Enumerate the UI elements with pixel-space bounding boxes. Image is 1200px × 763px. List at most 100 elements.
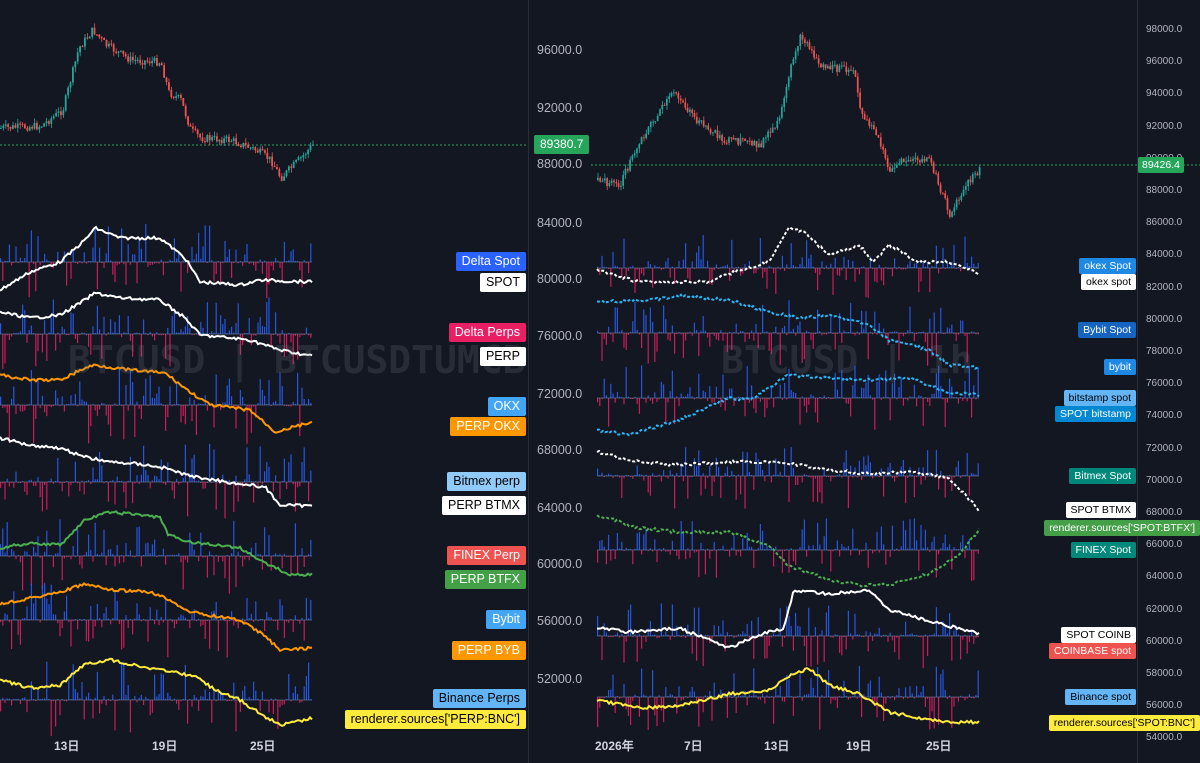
- volume-bar: [281, 386, 283, 405]
- volume-bar: [143, 445, 145, 482]
- candle-body: [216, 136, 218, 142]
- volume-bar: [200, 620, 202, 627]
- volume-bar: [949, 695, 951, 697]
- volume-bar: [718, 398, 720, 400]
- volume-bar: [68, 262, 70, 264]
- volume-bar: [63, 329, 65, 334]
- volume-bar: [90, 550, 92, 556]
- volume-bar: [226, 554, 228, 556]
- volume-bar: [766, 545, 768, 550]
- volume-bar: [801, 529, 803, 550]
- volume-bar: [158, 694, 160, 700]
- volume-bar: [891, 268, 893, 277]
- volume-bar: [933, 312, 935, 333]
- volume-bar: [0, 482, 2, 488]
- volume-bar: [832, 476, 834, 478]
- volume-bar: [132, 382, 134, 405]
- left-chart-pane[interactable]: BTCUSD | BTCUSDTUMCBL | 1h Delta SpotSPO…: [0, 0, 529, 763]
- volume-bar: [101, 620, 103, 628]
- volume-bar: [118, 315, 120, 334]
- volume-bar: [132, 254, 134, 262]
- candle-body: [886, 157, 889, 168]
- volume-bar: [621, 268, 623, 278]
- volume-bar: [777, 396, 779, 398]
- volume-bar: [718, 625, 720, 636]
- volume-bar: [184, 617, 186, 620]
- volume-bar: [971, 331, 973, 333]
- volume-bar: [830, 697, 832, 704]
- volume-bar: [709, 268, 711, 284]
- left-chart-canvas[interactable]: [0, 0, 528, 763]
- volume-bar: [735, 398, 737, 400]
- candle-body: [854, 70, 857, 77]
- volume-bar: [704, 476, 706, 489]
- volume-bar: [24, 618, 26, 620]
- volume-bar: [99, 451, 101, 482]
- volume-bar: [303, 447, 305, 482]
- volume-bar: [876, 633, 878, 636]
- volume-bar: [77, 692, 79, 700]
- volume-bar: [239, 390, 241, 405]
- volume-bar: [50, 262, 52, 266]
- volume-bar: [57, 457, 59, 482]
- volume-bar: [836, 268, 838, 276]
- candle-body: [799, 34, 802, 47]
- volume-bar: [19, 620, 21, 645]
- volume-bar: [770, 333, 772, 354]
- volume-bar: [847, 546, 849, 550]
- price-axis-label: 74000.0: [1146, 410, 1183, 422]
- volume-bar: [202, 327, 204, 334]
- volume-bar: [191, 247, 193, 262]
- volume-bar: [193, 694, 195, 700]
- volume-bar: [30, 556, 32, 586]
- right-chart-canvas[interactable]: [529, 0, 1200, 763]
- volume-bar: [632, 476, 634, 479]
- volume-bar: [742, 396, 744, 398]
- volume-bar: [962, 474, 964, 476]
- volume-bar: [165, 262, 167, 264]
- candle-body: [146, 60, 149, 62]
- volume-bar: [26, 700, 28, 713]
- volume-bar: [678, 331, 680, 333]
- volume-bar: [891, 476, 893, 479]
- volume-bar: [4, 334, 6, 364]
- volume-bar: [775, 396, 777, 398]
- volume-bar: [83, 618, 85, 620]
- volume-bar: [217, 405, 219, 408]
- candle-body: [36, 122, 38, 130]
- volume-bar: [944, 689, 946, 697]
- volume-bar: [625, 547, 627, 550]
- volume-bar: [202, 556, 204, 558]
- volume-bar: [246, 405, 248, 444]
- volume-bar: [189, 473, 191, 482]
- candle-body: [930, 157, 933, 163]
- price-axis-label: 84000.0: [537, 216, 583, 230]
- volume-bar: [713, 476, 715, 482]
- volume-bar: [636, 465, 638, 476]
- right-chart-pane[interactable]: 96000.0 92000.0 88000.0 84000.0 80000.0 76000…: [529, 0, 1200, 763]
- volume-bar: [99, 405, 101, 410]
- volume-bar: [966, 262, 968, 268]
- volume-bar: [964, 333, 966, 336]
- volume-bar: [676, 697, 678, 714]
- volume-bar: [259, 553, 261, 556]
- volume-bar: [619, 331, 621, 333]
- volume-bar: [123, 661, 125, 700]
- volume-bar: [643, 268, 645, 276]
- volume-bar: [30, 681, 32, 700]
- volume-bar: [909, 396, 911, 398]
- volume-bar: [896, 548, 898, 550]
- volume-bar: [674, 636, 676, 638]
- legend-tag: Bybit Spot: [1078, 322, 1136, 338]
- volume-bar: [773, 268, 775, 273]
- volume-bar: [17, 554, 19, 556]
- right-right-price-axis[interactable]: 98000.096000.094000.092000.090000.088000…: [1137, 0, 1200, 763]
- price-axis-label: 72000.0: [537, 387, 583, 401]
- volume-bar: [41, 260, 43, 262]
- volume-bar: [962, 398, 964, 401]
- volume-bar: [55, 390, 57, 405]
- volume-bar: [151, 618, 153, 620]
- volume-bar: [127, 244, 129, 262]
- volume-bar: [678, 476, 680, 478]
- volume-bar: [224, 240, 226, 262]
